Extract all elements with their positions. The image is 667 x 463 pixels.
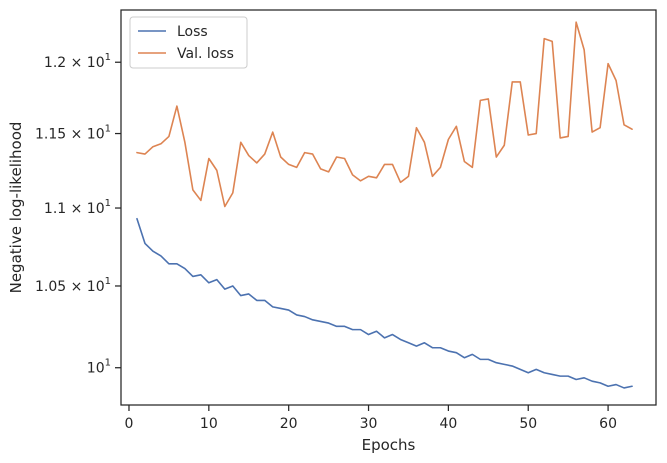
x-tick-label: 60 (599, 416, 617, 432)
x-axis-ticks: 0 10 20 30 40 50 60 (125, 405, 617, 432)
y-tick-label: 1.15 × 101 (35, 124, 111, 143)
y-tick-label: 1.2 × 101 (44, 52, 111, 71)
legend-box (129, 16, 248, 69)
x-tick-label: 10 (200, 416, 218, 432)
x-tick-label: 0 (125, 416, 134, 432)
x-tick-label: 50 (519, 416, 537, 432)
y-tick-label: 1.05 × 101 (35, 276, 111, 295)
y-tick-label: 101 (87, 358, 111, 377)
legend: Loss Val. loss (129, 16, 248, 69)
x-axis-label: Epochs (362, 436, 416, 454)
x-tick-label: 30 (360, 416, 378, 432)
y-axis-label: Negative log-likelihood (7, 122, 25, 294)
legend-label: Val. loss (177, 46, 234, 62)
plot-marks (136, 21, 633, 389)
y-tick-label: 1.1 × 101 (44, 198, 111, 217)
legend-label: Loss (177, 24, 208, 40)
x-tick-label: 40 (439, 416, 457, 432)
x-tick-label: 20 (280, 416, 298, 432)
y-axis-ticks: 101 1.05 × 101 1.1 × 101 1.15 × 101 1.2 × 10… (35, 52, 121, 377)
